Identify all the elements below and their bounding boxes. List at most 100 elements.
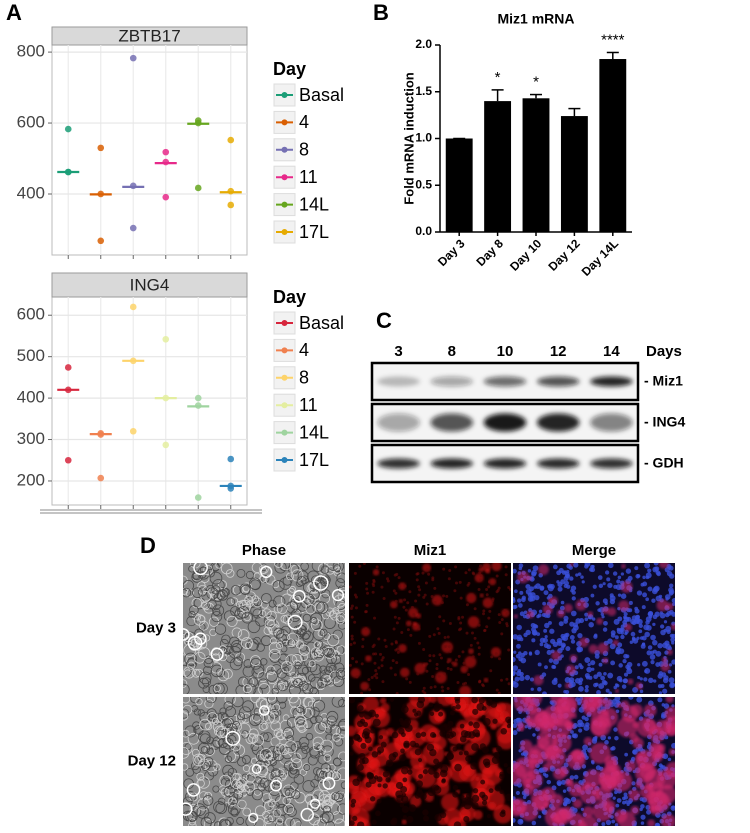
nucleus: [621, 684, 627, 689]
faint: [412, 613, 416, 617]
stain: [495, 702, 507, 713]
stain: [449, 749, 468, 769]
cell: [266, 665, 276, 675]
data-point: [194, 402, 202, 409]
stain: [485, 568, 491, 574]
stain: [629, 733, 639, 743]
void: [362, 721, 369, 728]
nucleus: [598, 683, 605, 690]
blot-band: [483, 376, 527, 387]
cell: [198, 677, 210, 689]
faint: [462, 682, 466, 686]
faint: [379, 652, 383, 656]
faint: [478, 680, 482, 684]
nucleus: [620, 634, 625, 640]
nucleus: [671, 597, 675, 604]
cell: [204, 745, 215, 756]
void: [408, 804, 417, 812]
nucleus: [623, 678, 628, 684]
nucleus: [612, 796, 616, 800]
void: [492, 718, 498, 724]
faint: [380, 664, 384, 668]
legend-key-dot: [281, 119, 288, 126]
stain: [475, 776, 480, 782]
void: [398, 728, 405, 735]
cell: [258, 683, 271, 694]
faint: [422, 595, 426, 599]
y-tick-label: 400: [17, 388, 45, 407]
nucleus: [640, 821, 645, 825]
cell: [223, 736, 231, 745]
void: [472, 721, 480, 729]
stain: [584, 769, 603, 788]
nucleus: [517, 669, 522, 673]
void: [426, 743, 435, 752]
void: [482, 717, 491, 726]
void: [380, 741, 387, 748]
cell: [192, 587, 203, 598]
bar: [522, 98, 550, 232]
image-background: [349, 563, 511, 694]
nucleus: [546, 779, 552, 785]
stain: [624, 623, 632, 632]
void: [401, 766, 409, 775]
nucleus: [571, 590, 576, 595]
stain: [459, 685, 472, 694]
stain: [533, 711, 555, 733]
cell: [248, 641, 258, 652]
nucleus: [622, 658, 627, 664]
stain: [537, 564, 549, 575]
nucleus: [671, 742, 675, 749]
faint: [447, 577, 451, 581]
x-tick-label: Day 12: [545, 236, 582, 273]
cell: [312, 736, 324, 748]
cell: [203, 602, 215, 614]
void: [451, 705, 456, 710]
void: [371, 751, 379, 758]
column-header: Miz1: [414, 542, 447, 559]
cell: [275, 820, 285, 826]
cell: [276, 642, 284, 650]
cell: [300, 653, 308, 662]
cell: [333, 594, 345, 608]
bright-cell: [292, 589, 306, 603]
void: [420, 731, 427, 737]
blot-band: [377, 413, 420, 432]
nucleus: [632, 749, 638, 755]
y-tick-label: 1.5: [415, 84, 432, 98]
nucleus: [588, 621, 594, 628]
faint: [365, 581, 369, 585]
bright-cell: [193, 563, 208, 576]
faint: [488, 609, 492, 613]
nucleus: [518, 651, 522, 655]
nucleus: [575, 573, 579, 577]
nucleus: [614, 790, 618, 795]
faint: [496, 588, 500, 592]
cell: [334, 737, 344, 747]
nucleus: [648, 677, 654, 684]
nucleus: [559, 605, 565, 611]
cell: [186, 615, 197, 627]
nucleus: [520, 752, 525, 756]
cell: [259, 732, 269, 742]
faint: [395, 692, 399, 694]
cell: [247, 620, 261, 634]
stain: [555, 697, 577, 719]
data-point: [162, 148, 170, 156]
faint: [454, 565, 458, 569]
cell: [262, 732, 273, 743]
void: [368, 776, 377, 785]
cell: [237, 676, 249, 688]
cell: [244, 683, 257, 694]
cell: [204, 759, 218, 773]
faint: [362, 563, 366, 565]
faint: [360, 662, 364, 666]
nucleus: [569, 576, 574, 581]
cell: [329, 724, 342, 737]
stain: [616, 716, 638, 738]
stain: [581, 781, 590, 791]
nucleus: [631, 781, 636, 786]
nucleus: [670, 637, 675, 643]
void: [413, 712, 419, 717]
void: [423, 815, 430, 822]
